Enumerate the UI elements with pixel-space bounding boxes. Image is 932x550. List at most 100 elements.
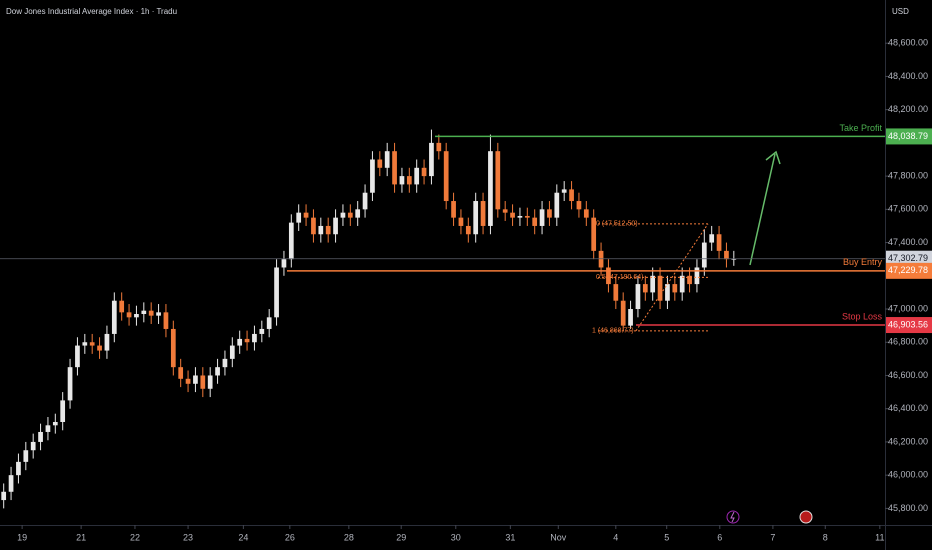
candle-body <box>583 209 589 218</box>
candle-body <box>318 225 324 235</box>
level-price-label: 48,038.79 <box>888 131 928 141</box>
candle-body <box>104 333 110 351</box>
level-price-label: 46,903.56 <box>888 319 928 329</box>
candle-body <box>134 314 139 318</box>
candle-body <box>421 167 427 177</box>
candle-body <box>163 312 169 329</box>
candle-body <box>274 267 279 318</box>
candle-body <box>252 333 257 343</box>
y-tick-label: 46,200.00 <box>888 436 928 446</box>
candle-body <box>8 475 14 492</box>
candle-body <box>414 167 420 185</box>
y-tick-label: 45,800.00 <box>888 503 928 513</box>
candle-body <box>642 284 648 293</box>
x-tick-label: 22 <box>130 532 140 542</box>
candle-body <box>517 215 523 218</box>
y-tick-label: 47,800.00 <box>888 170 928 180</box>
candle-body <box>296 212 302 223</box>
candle-body <box>657 275 663 301</box>
candle-body <box>1 491 7 501</box>
candle-body <box>399 176 405 185</box>
candle-body <box>215 367 220 376</box>
candle-body <box>244 338 250 343</box>
fib-label: 1 (46,868.77) <box>592 328 634 335</box>
candle-body <box>30 441 36 451</box>
candle-body <box>524 215 530 218</box>
candle-body <box>709 234 715 243</box>
candle-body <box>687 275 692 285</box>
candle-body <box>665 284 670 301</box>
x-tick-label: 28 <box>344 532 354 542</box>
candle-body <box>325 225 331 235</box>
x-tick-label: 30 <box>451 532 461 542</box>
economic-event-icon[interactable] <box>799 510 813 524</box>
event-icon[interactable] <box>726 510 740 524</box>
candle-body <box>547 209 552 218</box>
level-name: Take Profit <box>839 123 882 133</box>
x-tick-label: 23 <box>183 532 193 542</box>
x-tick-label: 31 <box>505 532 515 542</box>
candle-body <box>384 151 390 168</box>
y-tick-label: 48,600.00 <box>888 38 928 48</box>
level-price-label-box <box>886 262 932 279</box>
candle-body <box>333 217 338 235</box>
candle-body <box>554 192 560 218</box>
candle-body <box>311 217 316 235</box>
y-tick-label: 48,200.00 <box>888 104 928 114</box>
x-tick-label: Nov <box>550 532 567 542</box>
candle-body <box>185 378 191 384</box>
event-icons <box>726 510 813 524</box>
x-tick-label: 26 <box>285 532 295 542</box>
candle-body <box>532 217 538 226</box>
candle-body <box>222 358 228 368</box>
currency: USD <box>892 7 909 16</box>
candle-body <box>259 328 265 334</box>
candle-body <box>392 151 397 185</box>
candle-body <box>488 151 493 226</box>
candle-body <box>52 421 58 426</box>
y-tick-label: 47,400.00 <box>888 237 928 247</box>
candles <box>1 129 737 509</box>
candle-body <box>141 310 147 315</box>
y-tick-label: 48,400.00 <box>888 71 928 81</box>
candle-body <box>370 159 375 193</box>
candle-body <box>266 317 272 329</box>
y-tick-label: 46,800.00 <box>888 337 928 347</box>
candle-body <box>598 250 604 268</box>
current-price-label-box <box>886 250 932 267</box>
level-price-label: 47,229.78 <box>888 265 928 275</box>
candle-body <box>731 258 737 260</box>
candle-body <box>75 345 80 368</box>
candle-body <box>539 209 545 226</box>
candle-body <box>97 345 102 351</box>
candle-body <box>23 450 29 462</box>
candle-body <box>694 267 700 285</box>
candle-body <box>443 151 449 202</box>
candle-body <box>672 284 678 293</box>
candle-body <box>561 189 567 193</box>
candle-body <box>347 212 353 218</box>
x-tick-label: 6 <box>717 532 722 542</box>
candle-body <box>606 267 611 285</box>
fib-label: 0 (47,512.50) <box>596 221 638 228</box>
candle-body <box>502 209 508 213</box>
fib-label: 0.5 (47,190.64) <box>596 274 643 281</box>
candle-body <box>178 367 184 379</box>
candle-body <box>89 342 95 346</box>
candle-body <box>237 338 243 346</box>
candle-body <box>340 212 346 218</box>
candle-body <box>111 300 117 334</box>
candle-body <box>473 201 479 235</box>
y-tick-label: 47,000.00 <box>888 303 928 313</box>
candle-body <box>724 250 729 260</box>
candle-body <box>480 201 486 226</box>
candle-body <box>126 312 132 318</box>
candle-body <box>229 345 235 359</box>
candle-body <box>569 189 574 202</box>
projection-arrow <box>749 150 781 266</box>
candle-body <box>377 159 383 168</box>
x-tick-label: 7 <box>770 532 775 542</box>
candle-body <box>303 212 309 218</box>
x-tick-label: 8 <box>823 532 828 542</box>
